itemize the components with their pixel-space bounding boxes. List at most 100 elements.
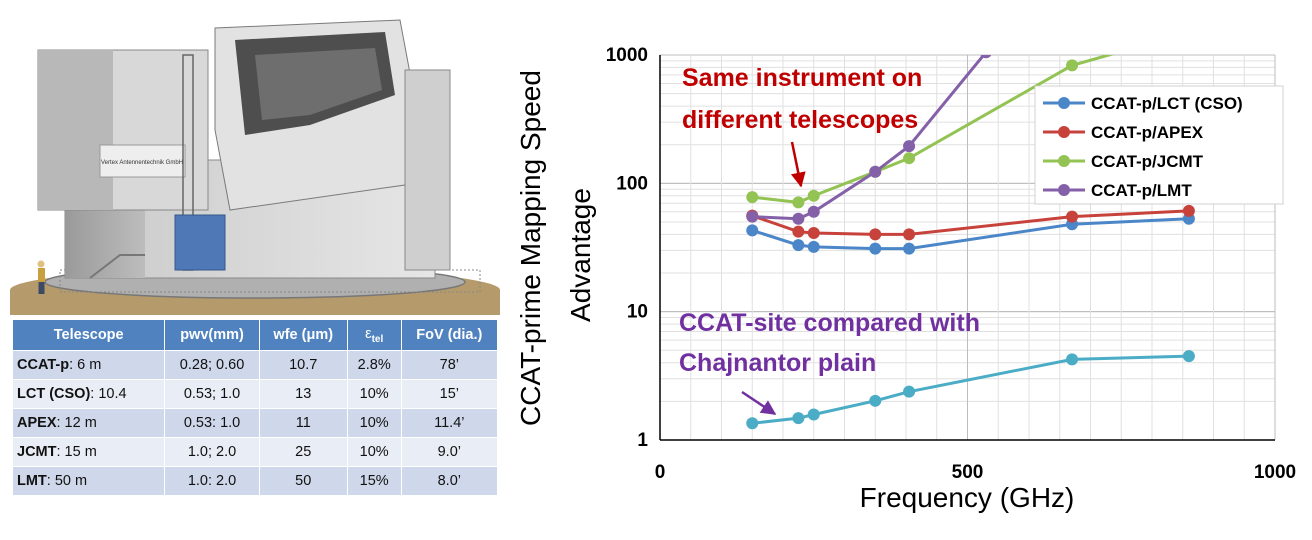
- cell-fov: 9.0’: [401, 438, 497, 466]
- data-point: [869, 165, 882, 178]
- cell-wfe: 50: [259, 467, 347, 495]
- left-box-shade: [38, 50, 113, 210]
- telescope-name: LCT (CSO): [17, 386, 91, 402]
- cell-pwv: 0.28; 0.60: [165, 351, 259, 379]
- legend-marker: [1058, 97, 1070, 109]
- table-row: LMT: 50 m 1.0: 2.0 50 15% 8.0’: [13, 467, 497, 495]
- legend-label: CCAT-p/LMT: [1091, 181, 1192, 200]
- cell-wfe: 13: [259, 380, 347, 408]
- data-point: [903, 242, 916, 255]
- data-point: [807, 227, 820, 240]
- series-line: [752, 55, 986, 221]
- x-axis-label: Frequency (GHz): [860, 482, 1075, 513]
- header-wfe: wfe (μm): [259, 320, 347, 350]
- table-row: LCT (CSO): 10.4 0.53; 1.0 13 10% 15’: [13, 380, 497, 408]
- cell-telescope: LMT: 50 m: [13, 467, 165, 495]
- sign-text: Vertex Antennentechnik GmbH: [101, 160, 183, 166]
- cell-eps: 10%: [347, 409, 401, 437]
- data-point: [903, 385, 916, 398]
- data-point: [869, 228, 882, 241]
- y-tick-label: 1000: [606, 45, 648, 66]
- telescope-name: APEX: [17, 415, 57, 431]
- person-body: [38, 268, 45, 282]
- x-tick-label: 1000: [1254, 462, 1296, 483]
- legend-label: CCAT-p/APEX: [1091, 123, 1204, 142]
- table-row: JCMT: 15 m 1.0; 2.0 25 10% 9.0’: [13, 438, 497, 466]
- data-point: [1182, 350, 1195, 363]
- cell-wfe: 10.7: [259, 351, 347, 379]
- y-tick-label: 100: [616, 173, 648, 194]
- series: [746, 26, 1195, 430]
- header-telescope: Telescope: [13, 320, 165, 350]
- data-point: [746, 417, 759, 430]
- cell-eps: 10%: [347, 438, 401, 466]
- legend-label: CCAT-p/JCMT: [1091, 152, 1204, 171]
- x-tick-label: 500: [952, 462, 984, 483]
- header-tel-subscript: tel: [371, 333, 384, 345]
- data-point: [903, 152, 916, 165]
- cell-pwv: 0.53: 1.0: [165, 409, 259, 437]
- cell-wfe: 11: [259, 409, 347, 437]
- cell-fov: 8.0’: [401, 467, 497, 495]
- data-point: [903, 228, 916, 241]
- y-tick-label: 10: [627, 302, 648, 323]
- x-tick-label: 0: [655, 462, 666, 483]
- data-point: [807, 189, 820, 202]
- cell-pwv: 1.0; 2.0: [165, 438, 259, 466]
- data-point: [807, 240, 820, 253]
- cell-telescope: APEX: 12 m: [13, 409, 165, 437]
- data-point: [746, 191, 759, 204]
- mapping-speed-chart: 1 10 100 1000 0 500 1000 Frequency (GHz) CCAT-…: [515, 26, 1296, 513]
- cell-telescope: CCAT-p: 6 m: [13, 351, 165, 379]
- data-point: [792, 412, 805, 425]
- data-point: [807, 408, 820, 421]
- axes: [659, 55, 1275, 441]
- annotation-arrow-purple: [741, 390, 777, 416]
- stairs: [89, 254, 145, 279]
- blue-unit: [174, 214, 226, 271]
- telescope-spec-table: Telescope pwv(mm) wfe (μm) εtel FoV (dia…: [12, 319, 498, 496]
- annotation-arrow-red: [790, 141, 806, 188]
- data-point: [792, 225, 805, 238]
- annotation-same-instrument-line1: Same instrument on: [682, 64, 922, 92]
- telescope-name: LMT: [17, 473, 47, 489]
- telescope-name: CCAT-p: [17, 357, 70, 373]
- cell-pwv: 1.0: 2.0: [165, 467, 259, 495]
- header-epsilon: ε: [365, 325, 372, 342]
- telescope-illustration: Vertex Antennentechnik GmbH: [10, 19, 500, 315]
- data-point: [1182, 204, 1195, 217]
- legend-marker: [1058, 126, 1070, 138]
- cell-wfe: 25: [259, 438, 347, 466]
- telescope-name: JCMT: [17, 444, 57, 460]
- cell-fov: 11.4’: [401, 409, 497, 437]
- header-fov: FoV (dia.): [401, 320, 497, 350]
- data-point: [746, 210, 759, 223]
- telescope-size: : 6 m: [69, 357, 102, 373]
- cell-eps: 2.8%: [347, 351, 401, 379]
- person-head: [37, 260, 45, 268]
- cell-eps: 10%: [347, 380, 401, 408]
- data-point: [792, 212, 805, 225]
- table-row: APEX: 12 m 0.53: 1.0 11 10% 11.4’: [13, 409, 497, 437]
- telescope-size: : 50 m: [46, 473, 88, 489]
- telescope-size: : 10.4: [90, 386, 127, 402]
- cell-pwv: 0.53; 1.0: [165, 380, 259, 408]
- annotation-ccat-site-line2: Chajnantor plain: [679, 349, 876, 377]
- data-point: [1183, 26, 1195, 38]
- data-point: [792, 239, 805, 252]
- data-point: [1066, 59, 1079, 72]
- tick-labels: 1 10 100 1000 0 500 1000: [606, 45, 1296, 483]
- annotation-ccat-site-line1: CCAT-site compared with: [679, 309, 980, 337]
- legend-marker: [1058, 184, 1070, 196]
- data-point: [746, 224, 759, 237]
- sign-board: [99, 144, 186, 178]
- y-tick-label: 1: [637, 430, 648, 451]
- table-row: CCAT-p: 6 m 0.28; 0.60 10.7 2.8% 78’: [13, 351, 497, 379]
- cell-telescope: JCMT: 15 m: [13, 438, 165, 466]
- data-point: [869, 242, 882, 255]
- data-point: [1066, 210, 1079, 223]
- annotation-same-instrument-line2: different telescopes: [682, 106, 918, 134]
- header-emissivity: εtel: [347, 320, 401, 350]
- legend-box: [1034, 85, 1284, 205]
- data-point: [869, 394, 882, 407]
